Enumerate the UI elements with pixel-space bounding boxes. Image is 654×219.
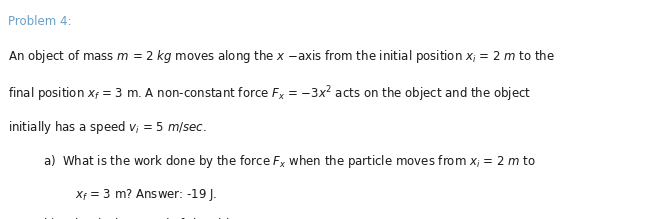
Text: An object of mass $m$ = 2 $kg$ moves along the $x$ −axis from the initial positi: An object of mass $m$ = 2 $kg$ moves alo… bbox=[8, 48, 555, 65]
Text: initially has a speed $v_i$ = 5 $m/sec$.: initially has a speed $v_i$ = 5 $m/sec$. bbox=[8, 119, 207, 136]
Text: $x_f$ = 3 m? Answer: -19 J.: $x_f$ = 3 m? Answer: -19 J. bbox=[75, 187, 218, 203]
Text: Problem 4:: Problem 4: bbox=[8, 15, 71, 28]
Text: a)  What is the work done by the force $F_x$ when the particle moves from $x_i$ : a) What is the work done by the force $F… bbox=[43, 153, 535, 170]
Text: final position $x_f$ = 3 m. A non-constant force $F_x$ = −3$x^2$ acts on the obj: final position $x_f$ = 3 m. A non-consta… bbox=[8, 84, 531, 104]
Text: b)  What is the speed of the object at $x_f$ = 3 m? Answer: 2.4 m/sec.: b) What is the speed of the object at $x… bbox=[43, 216, 439, 219]
